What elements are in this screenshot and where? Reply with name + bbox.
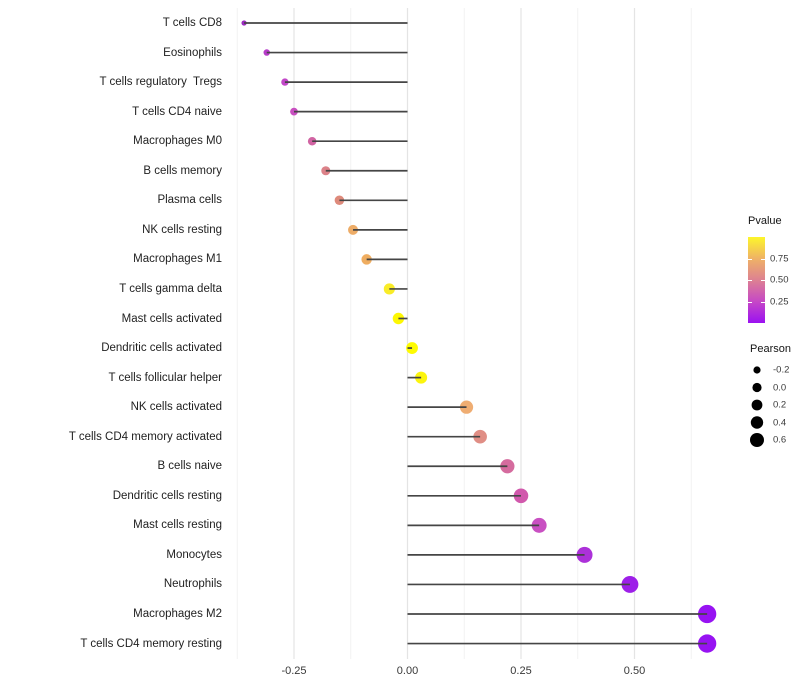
y-axis-label: T cells CD4 naive xyxy=(132,105,222,118)
y-axis-label: B cells naive xyxy=(157,460,222,473)
y-axis-label: NK cells resting xyxy=(142,223,222,236)
y-axis-label: T cells CD4 memory resting xyxy=(80,637,222,650)
x-axis-tick-label: -0.25 xyxy=(281,665,307,677)
colorbar-tick-mark xyxy=(748,258,752,260)
pvalue-colorbar xyxy=(748,237,765,323)
colorbar-tick-mark xyxy=(761,301,765,303)
pearson-legend-label: 0.4 xyxy=(773,417,787,428)
y-axis-label: T cells gamma delta xyxy=(119,282,222,295)
y-axis-label: Mast cells activated xyxy=(121,312,222,325)
y-axis-label: Dendritic cells resting xyxy=(112,489,222,502)
y-axis-label: Neutrophils xyxy=(163,578,222,591)
y-axis-label: Macrophages M0 xyxy=(133,135,222,148)
y-axis-label: T cells CD8 xyxy=(162,17,222,29)
colorbar-tick-mark xyxy=(761,280,765,281)
y-axis-label: Macrophages M1 xyxy=(133,253,222,266)
pearson-legend-title: Pearson xyxy=(750,343,791,355)
y-axis-label: Eosinophils xyxy=(163,46,222,59)
pvalue-legend-title: Pvalue xyxy=(748,215,782,227)
y-axis-label: NK cells activated xyxy=(130,401,222,414)
x-axis-tick-label: 0.25 xyxy=(510,665,532,677)
colorbar-tick-mark xyxy=(748,301,752,303)
x-axis-tick-label: 0.00 xyxy=(396,665,419,677)
y-axis-label: Dendritic cells activated xyxy=(101,342,222,355)
y-axis-label: Mast cells resting xyxy=(133,519,222,532)
y-axis-label: Plasma cells xyxy=(157,194,222,207)
y-axis-label: B cells memory xyxy=(143,164,222,177)
y-axis-label: Macrophages M2 xyxy=(133,608,222,620)
y-axis-label: T cells follicular helper xyxy=(108,371,222,384)
pvalue-tick-label: 0.25 xyxy=(770,296,789,307)
pvalue-tick-label: 0.75 xyxy=(770,253,789,264)
colorbar-tick-mark xyxy=(761,258,765,260)
pearson-legend-label: -0.2 xyxy=(773,364,790,376)
colorbar-tick-mark xyxy=(748,280,752,281)
pearson-legend-label: 0.0 xyxy=(773,382,787,393)
pearson-legend-label: 0.2 xyxy=(773,399,787,411)
y-axis-label: T cells CD4 memory activated xyxy=(68,430,222,443)
pearson-legend-label: 0.6 xyxy=(773,434,787,446)
x-axis-tick-label: 0.50 xyxy=(623,665,646,677)
pvalue-tick-label: 0.50 xyxy=(770,274,789,286)
y-axis-label: Monocytes xyxy=(166,548,222,561)
y-axis-label: T cells regulatory Tregs xyxy=(99,76,222,89)
